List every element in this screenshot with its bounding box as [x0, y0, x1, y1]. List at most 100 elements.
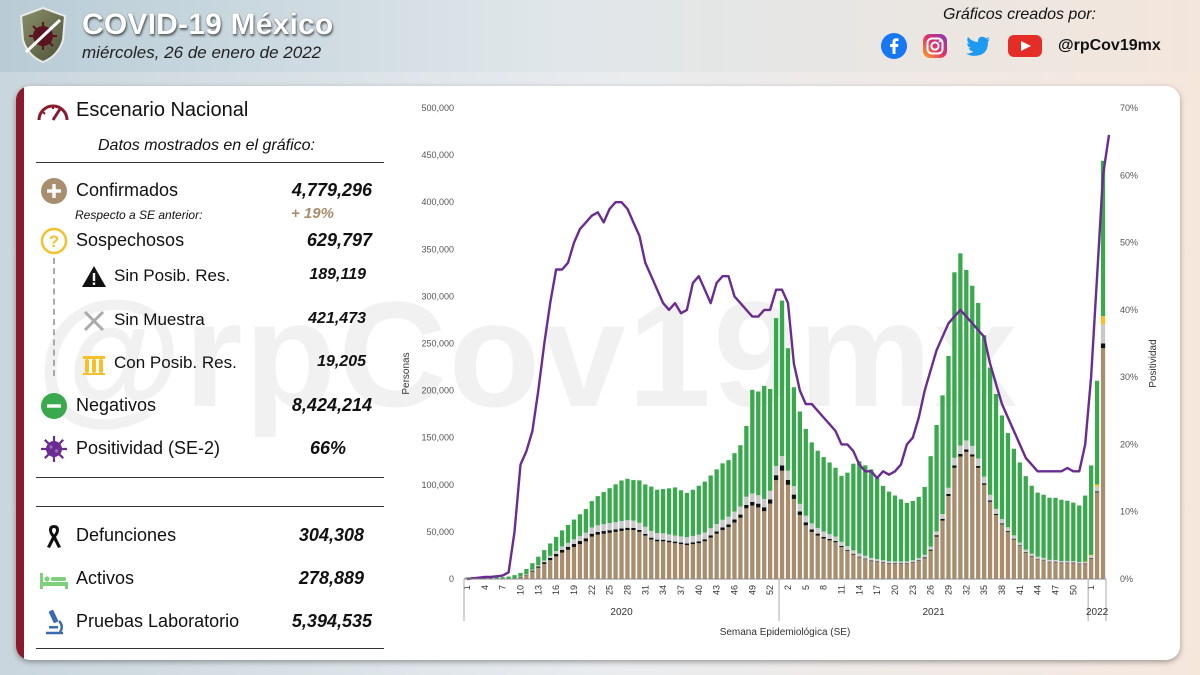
main-card: @rpCov19mx Escenario Nacional Datos most… — [16, 86, 1180, 660]
y-tick-label: 0 — [449, 574, 454, 584]
bar-sin-muestra — [672, 535, 678, 542]
bar-sin-muestra — [530, 569, 535, 571]
speedometer-icon — [37, 104, 69, 121]
bar-sin-muestra — [1005, 527, 1011, 532]
bar-confirmados — [1065, 562, 1070, 579]
bar-sin-muestra — [666, 534, 672, 541]
bar-negativos — [981, 335, 987, 477]
confirmados-row: Confirmados 4,779,296 — [36, 176, 386, 206]
bar-negativos — [553, 536, 559, 552]
bar-confirmados — [839, 546, 844, 579]
bar-defunciones — [732, 519, 737, 523]
bar-sin-muestra — [797, 503, 803, 512]
youtube-icon[interactable] — [1007, 32, 1043, 60]
bar-confirmados — [880, 562, 886, 579]
bar-confirmados — [934, 536, 939, 579]
bar-confirmados — [845, 550, 850, 579]
bar-confirmados — [738, 517, 743, 579]
bar-defunciones — [851, 553, 856, 555]
bar-confirmados — [565, 549, 571, 579]
x-tick-label: 52 — [765, 585, 775, 595]
bar-sin-muestra — [999, 519, 1005, 524]
instagram-icon[interactable] — [921, 32, 949, 60]
bar-confirmados — [708, 537, 713, 579]
bar-defunciones — [898, 563, 904, 565]
bar-negativos — [666, 488, 672, 535]
bar-confirmados — [869, 561, 874, 579]
bar-sin-muestra — [910, 560, 915, 563]
bar-negativos — [946, 355, 951, 488]
bar-confirmados — [797, 514, 803, 579]
pruebas-label: Pruebas Laboratorio — [76, 611, 240, 631]
bar-defunciones — [940, 518, 945, 521]
bar-negativos — [708, 475, 713, 529]
bar-sin-muestra — [916, 558, 921, 561]
bar-confirmados — [684, 545, 690, 579]
bar-confirmados — [607, 532, 612, 579]
panel-title-row: Escenario Nacional — [36, 97, 386, 127]
x-tick-label: 50 — [1068, 585, 1078, 595]
sin-muestra-label: Sin Muestra — [114, 310, 205, 329]
bar-negativos — [886, 491, 892, 562]
bar-sin-muestra — [738, 506, 743, 515]
bar-defunciones — [863, 558, 868, 560]
bar-confirmados — [999, 524, 1005, 579]
x-tick-label: 44 — [1033, 585, 1043, 595]
x-tick-label: 19 — [569, 585, 579, 595]
bar-defunciones — [524, 574, 529, 576]
bar-confirmados — [559, 552, 565, 579]
svg-text:?: ? — [49, 232, 59, 251]
x-tick-label: 47 — [1050, 585, 1060, 595]
bar-defunciones — [655, 539, 660, 542]
bar-negativos — [625, 478, 630, 521]
con-posib-row: Con Posib. Res. 19,205 — [36, 349, 386, 379]
facebook-icon[interactable] — [880, 32, 908, 60]
bar-defunciones — [625, 527, 630, 531]
bar-sin-muestra — [952, 457, 957, 466]
bar-sin-muestra — [1011, 535, 1017, 539]
bar-negativos — [672, 487, 678, 536]
bar-defunciones — [690, 542, 696, 545]
bar-confirmados — [690, 544, 696, 579]
bar-defunciones — [958, 453, 963, 457]
bar-sin-muestra — [1017, 542, 1022, 546]
bar-defunciones — [869, 560, 874, 562]
bar-negativos — [756, 391, 761, 496]
bar-defunciones — [981, 483, 987, 485]
bar-confirmados — [631, 530, 636, 579]
bar-negativos — [559, 530, 565, 547]
bar-confirmados — [910, 562, 915, 579]
bar-defunciones — [970, 454, 975, 457]
bar-negativos — [571, 519, 577, 540]
x-tick-label: 35 — [979, 585, 989, 595]
bar-sin-muestra — [1047, 559, 1052, 562]
bar-confirmados — [524, 575, 529, 579]
bar-defunciones — [987, 500, 993, 502]
bar-defunciones — [815, 533, 820, 536]
bar-negativos — [1023, 476, 1028, 550]
social-handle[interactable]: @rpCov19mx — [1058, 37, 1161, 54]
bar-negativos — [809, 442, 814, 524]
x-tick-label: 1 — [1086, 585, 1096, 590]
bar-sin-muestra — [839, 541, 844, 546]
bar-sin-muestra — [815, 527, 820, 534]
bar-defunciones — [565, 546, 571, 550]
bar-negativos — [839, 475, 844, 542]
bar-defunciones — [744, 504, 749, 509]
bar-sin-muestra — [857, 553, 862, 557]
bar-negativos — [583, 509, 589, 533]
y-tick-label: 350,000 — [421, 244, 454, 254]
bar-confirmados — [643, 535, 648, 579]
x-tick-label: 7 — [498, 585, 508, 590]
bar-sin-muestra — [874, 559, 880, 562]
activos-label: Activos — [76, 568, 135, 588]
bar-defunciones — [928, 549, 933, 551]
sospechosos-label: Sospechosos — [76, 230, 185, 250]
bar-negativos — [500, 577, 505, 579]
x-tick-label: 13 — [533, 585, 543, 595]
twitter-icon[interactable] — [962, 32, 994, 60]
bar-negativos — [1047, 497, 1052, 560]
bar-confirmados — [1023, 552, 1028, 579]
x-tick-label: 25 — [605, 585, 615, 595]
bar-negativos — [660, 489, 666, 534]
